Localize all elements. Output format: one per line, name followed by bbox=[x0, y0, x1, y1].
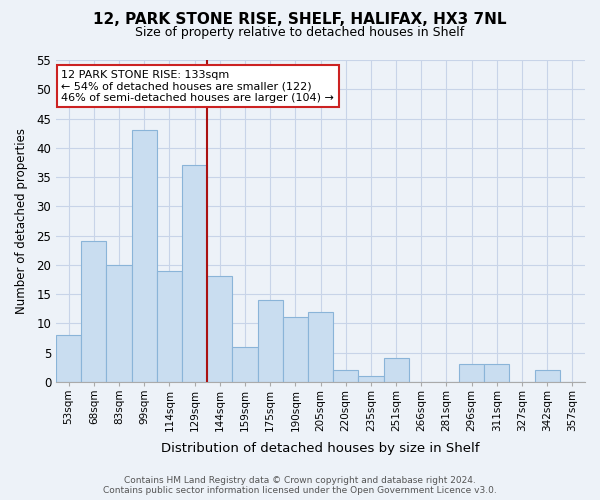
X-axis label: Distribution of detached houses by size in Shelf: Distribution of detached houses by size … bbox=[161, 442, 480, 455]
Bar bbox=[333, 370, 358, 382]
Y-axis label: Number of detached properties: Number of detached properties bbox=[15, 128, 28, 314]
Bar bbox=[484, 364, 509, 382]
Text: 12, PARK STONE RISE, SHELF, HALIFAX, HX3 7NL: 12, PARK STONE RISE, SHELF, HALIFAX, HX3… bbox=[93, 12, 507, 28]
Bar bbox=[383, 358, 409, 382]
Bar bbox=[182, 166, 207, 382]
Bar bbox=[257, 300, 283, 382]
Bar bbox=[131, 130, 157, 382]
Bar bbox=[56, 335, 81, 382]
Text: Size of property relative to detached houses in Shelf: Size of property relative to detached ho… bbox=[136, 26, 464, 39]
Bar bbox=[157, 270, 182, 382]
Bar bbox=[535, 370, 560, 382]
Bar bbox=[283, 318, 308, 382]
Bar bbox=[459, 364, 484, 382]
Text: Contains HM Land Registry data © Crown copyright and database right 2024.
Contai: Contains HM Land Registry data © Crown c… bbox=[103, 476, 497, 495]
Bar bbox=[207, 276, 232, 382]
Bar bbox=[308, 312, 333, 382]
Bar bbox=[106, 265, 131, 382]
Bar bbox=[232, 346, 257, 382]
Bar bbox=[81, 242, 106, 382]
Bar bbox=[358, 376, 383, 382]
Text: 12 PARK STONE RISE: 133sqm
← 54% of detached houses are smaller (122)
46% of sem: 12 PARK STONE RISE: 133sqm ← 54% of deta… bbox=[61, 70, 334, 103]
